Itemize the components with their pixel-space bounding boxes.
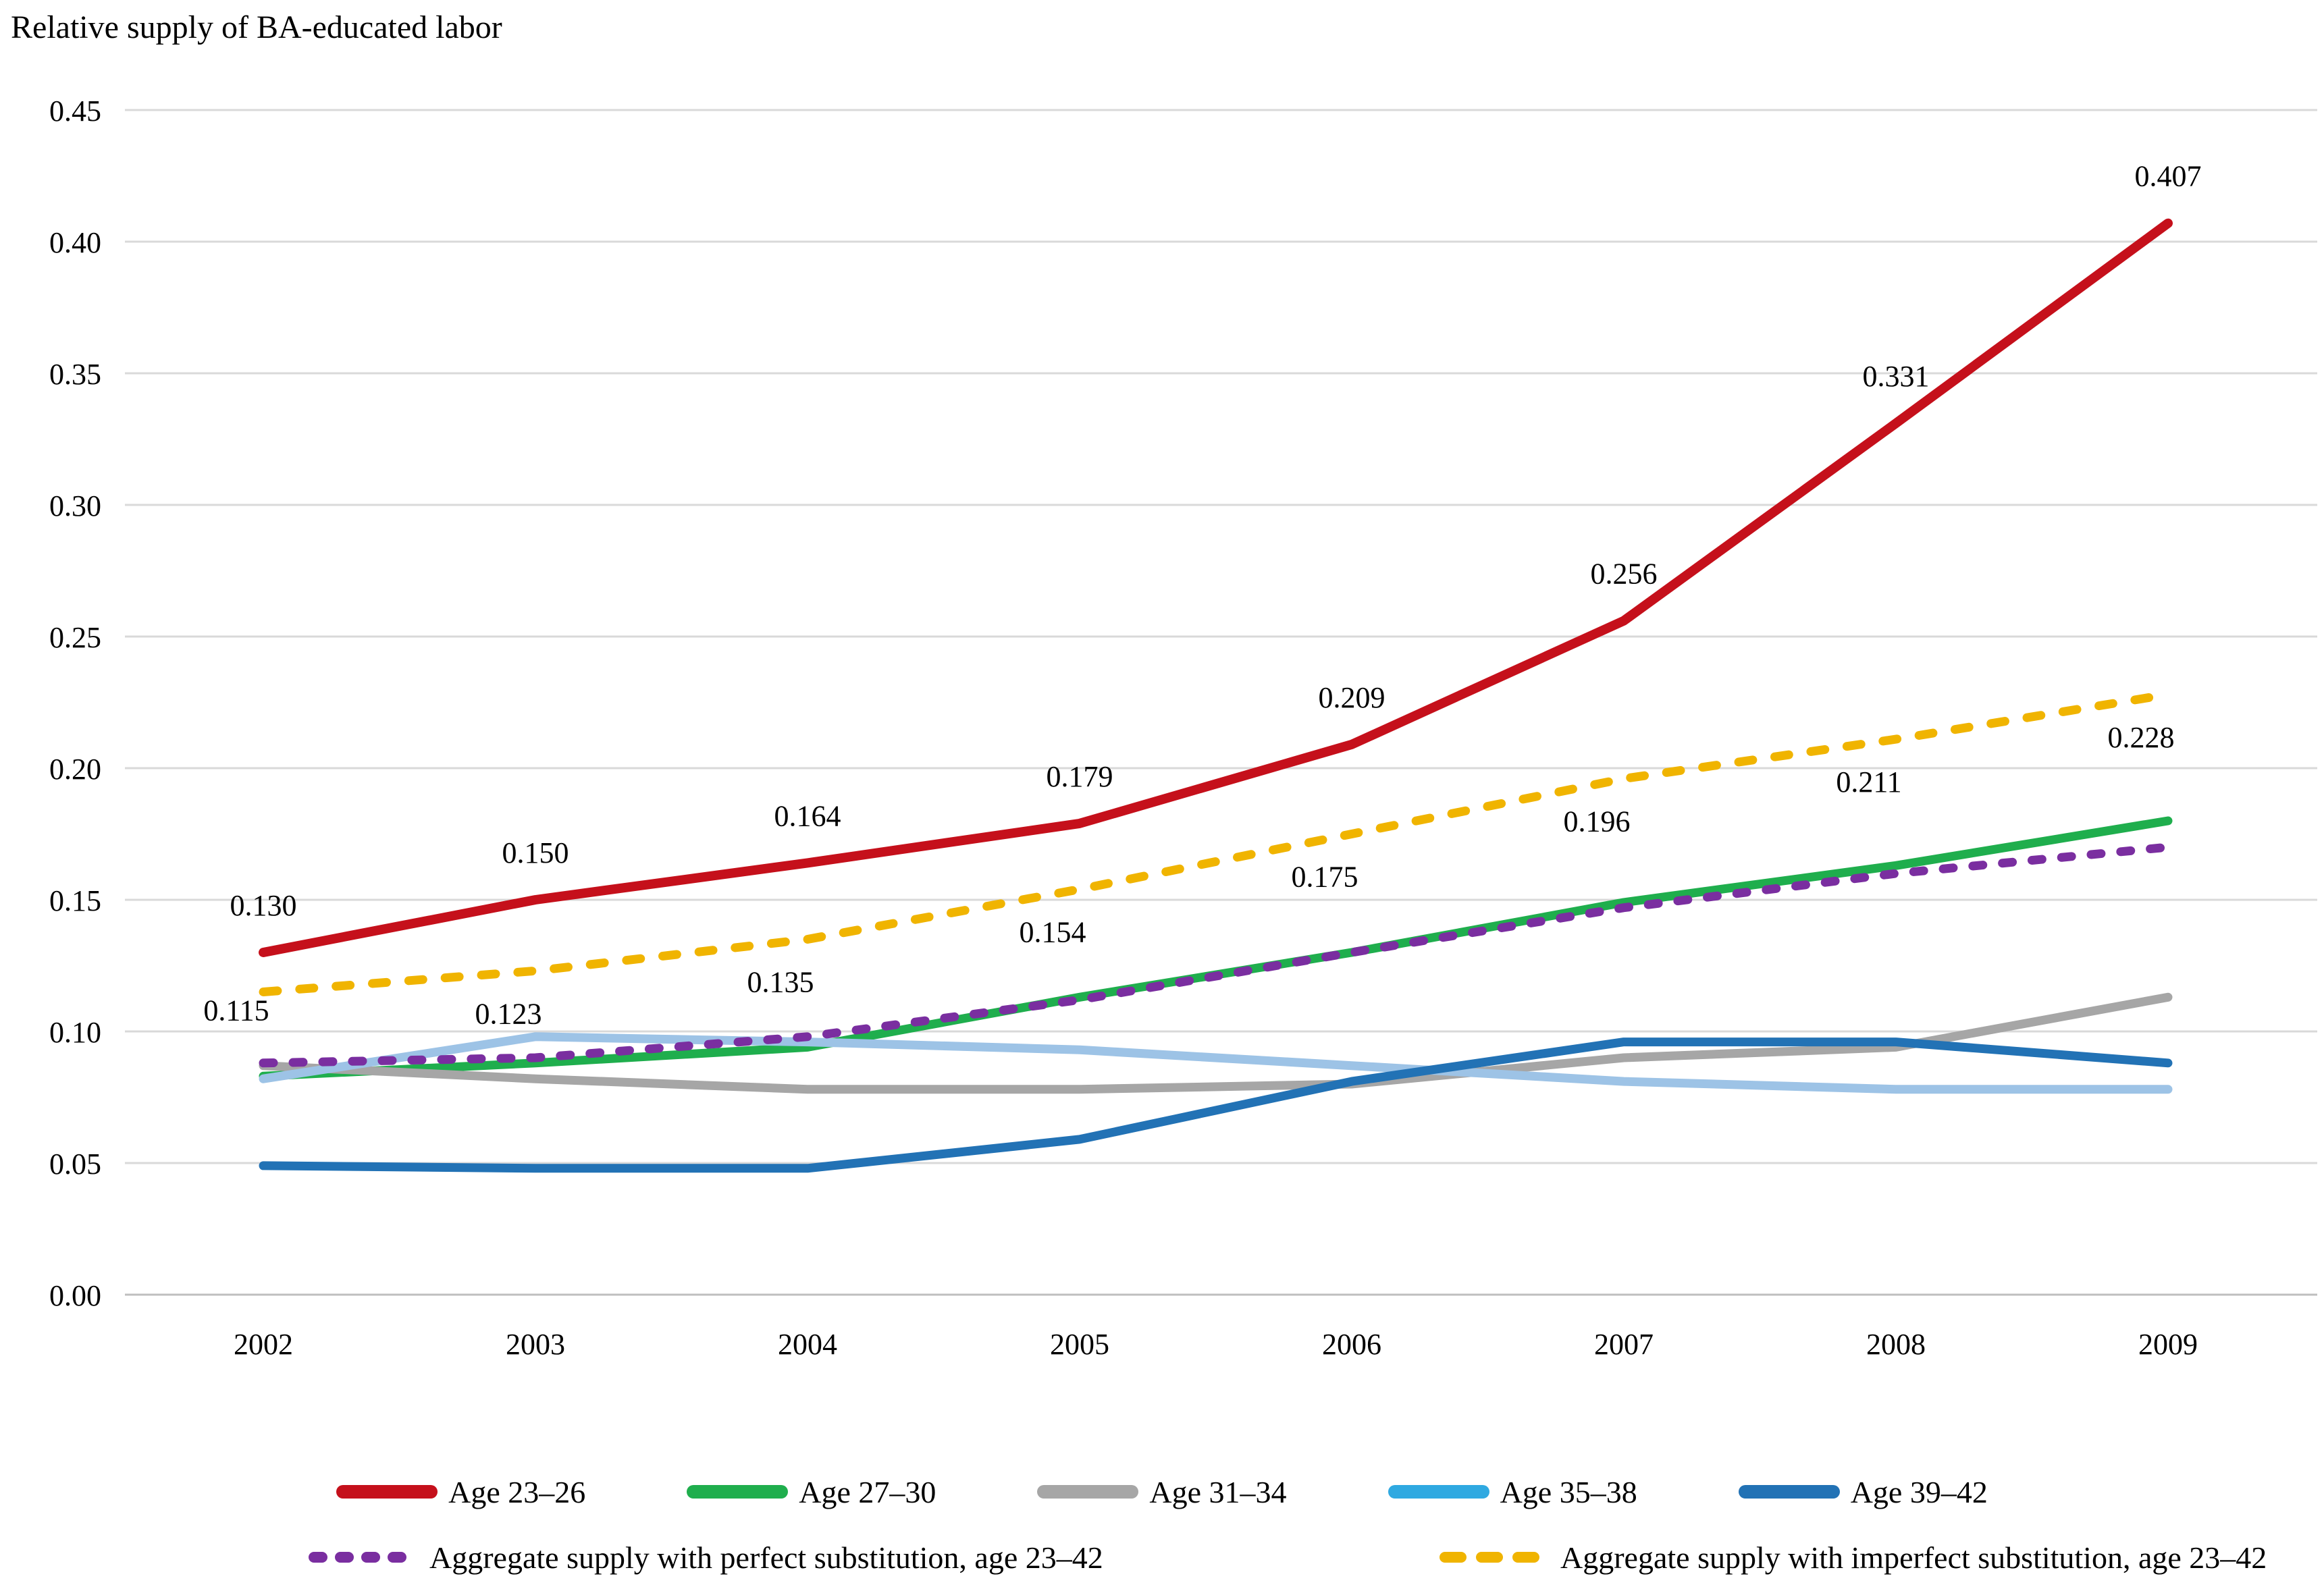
series-line-age-31-34	[259, 992, 2173, 1094]
legend-label: Age 23–26	[448, 1474, 586, 1509]
x-axis-tick-label: 2008	[1866, 1328, 1926, 1361]
legend-swatch-icon	[336, 1485, 438, 1499]
series-line-aggregate-supply-with-perfect-substitution-age-23-42	[259, 842, 2173, 1068]
legend-row-1: Age 23–26 Age 27–30 Age 31–34 Age 35–38 Age …	[0, 1470, 2324, 1513]
legend-row-2: Aggregate supply with perfect substituti…	[0, 1534, 2324, 1581]
legend-swatch-icon	[1738, 1485, 1840, 1499]
legend-swatch-icon	[687, 1485, 789, 1499]
series-line-age-23-26	[259, 218, 2173, 957]
data-label-age-23-26: 0.209	[1319, 681, 1385, 714]
legend-item-age-31-34: Age 31–34	[1037, 1474, 1287, 1510]
legend-item-aggregate-supply-with-perfect-substitution-age-23-42: Aggregate supply with perfect substituti…	[307, 1534, 1103, 1581]
legend-swatch-icon	[1440, 1552, 1548, 1563]
x-axis-tick-label: 2005	[1050, 1328, 1109, 1361]
legend-swatch-icon	[1388, 1485, 1489, 1499]
legend-label: Age 35–38	[1500, 1474, 1637, 1509]
data-label-aggregate-supply-with-imperfect-substitution-age-23-42: 0.154	[1020, 915, 1086, 948]
data-label-aggregate-supply-with-imperfect-substitution-age-23-42: 0.196	[1564, 805, 1631, 838]
legend-item-age-27-30: Age 27–30	[687, 1474, 936, 1510]
chart-title: Relative supply of BA-educated labor	[11, 9, 502, 45]
data-label-aggregate-supply-with-imperfect-substitution-age-23-42: 0.175	[1292, 861, 1358, 894]
legend-item-age-35-38: Age 35–38	[1388, 1474, 1637, 1510]
line-chart: 0.00 0.05 0.10 0.15 0.20 0.25 0.30 0.35 0.40 0.45…	[49, 95, 2317, 1361]
y-axis-tick-label: 0.40	[49, 226, 101, 259]
x-axis-tick-label: 2009	[2138, 1328, 2198, 1361]
data-label-age-23-26: 0.164	[774, 799, 841, 832]
legend-item-aggregate-supply-with-imperfect-substitution-age-23-42: Aggregate supply with imperfect substitu…	[1438, 1534, 2267, 1581]
y-axis-tick-label: 0.15	[49, 884, 101, 917]
series-line-aggregate-supply-with-imperfect-substitution-age-23-42	[259, 690, 2173, 996]
y-axis-tick-label: 0.05	[49, 1148, 101, 1181]
x-axis-tick-label: 2007	[1594, 1328, 1654, 1361]
y-axis-tick-label: 0.20	[49, 753, 101, 786]
x-axis-tick-label: 2002	[234, 1328, 293, 1361]
y-axis-tick-label: 0.10	[49, 1016, 101, 1049]
data-label-age-23-26: 0.407	[2135, 160, 2202, 193]
data-label-aggregate-supply-with-imperfect-substitution-age-23-42: 0.228	[2108, 721, 2175, 754]
x-axis-tick-label: 2004	[778, 1328, 837, 1361]
legend-label: Age 39–42	[1850, 1474, 1988, 1509]
x-axis-tick-label: 2006	[1322, 1328, 1381, 1361]
data-label-aggregate-supply-with-imperfect-substitution-age-23-42: 0.211	[1836, 765, 1901, 799]
legend-swatch-icon	[1037, 1485, 1139, 1499]
y-axis-tick-label: 0.35	[49, 358, 101, 391]
y-axis-tick-label: 0.45	[49, 95, 101, 128]
data-label-age-23-26: 0.150	[502, 836, 569, 869]
legend-label: Aggregate supply with perfect substituti…	[429, 1540, 1103, 1575]
y-axis-tick-label: 0.25	[49, 621, 101, 654]
y-axis-tick-label: 0.00	[49, 1279, 101, 1312]
data-label-aggregate-supply-with-imperfect-substitution-age-23-42: 0.135	[747, 966, 814, 999]
y-axis-tick-label: 0.30	[49, 489, 101, 522]
legend-label: Age 31–34	[1149, 1474, 1287, 1509]
legend-swatch-icon	[309, 1552, 417, 1563]
data-label-age-23-26: 0.331	[1863, 360, 1930, 393]
series-line-age-35-38	[259, 1032, 2173, 1094]
legend-item-age-39-42: Age 39–42	[1738, 1474, 1988, 1510]
data-label-age-23-26: 0.256	[1591, 558, 1658, 591]
data-label-age-23-26: 0.130	[230, 889, 297, 922]
series-line-age-39-42	[259, 1037, 2173, 1173]
data-label-age-23-26: 0.179	[1047, 760, 1113, 793]
legend-label: Age 27–30	[799, 1474, 936, 1509]
legend-item-age-23-26: Age 23–26	[336, 1474, 585, 1510]
data-label-aggregate-supply-with-imperfect-substitution-age-23-42: 0.123	[475, 997, 542, 1030]
data-label-aggregate-supply-with-imperfect-substitution-age-23-42: 0.115	[203, 994, 269, 1027]
x-axis-tick-label: 2003	[506, 1328, 565, 1361]
legend-label: Aggregate supply with imperfect substitu…	[1560, 1540, 2267, 1575]
